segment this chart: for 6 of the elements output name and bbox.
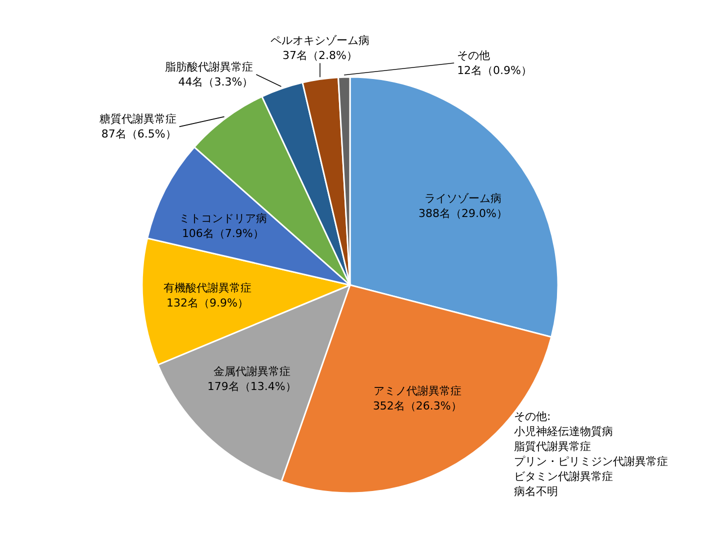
annotation: ビタミン代謝異常症 bbox=[514, 470, 613, 483]
annotation: 病名不明 bbox=[514, 485, 558, 498]
annotation: 小児神経伝達物質病 bbox=[514, 425, 613, 438]
annotation: 脂質代謝異常症 bbox=[514, 440, 591, 453]
annotation: その他: bbox=[514, 410, 551, 423]
annotation: プリン・ピリミジン代謝異常症 bbox=[514, 455, 668, 468]
